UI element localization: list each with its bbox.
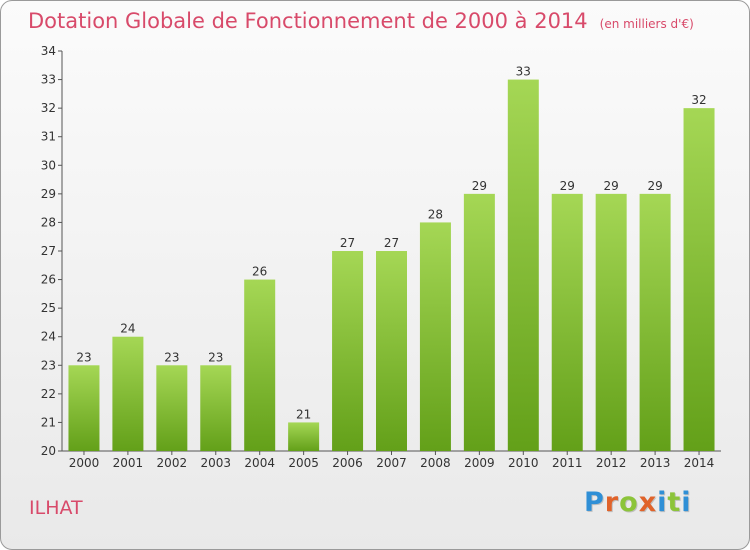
bar-2010 (507, 79, 539, 452)
data-label-2013: 29 (647, 179, 662, 193)
data-label-2012: 29 (604, 179, 619, 193)
y-tick-label: 31 (41, 130, 56, 144)
x-tick-label: 2005 (288, 456, 319, 470)
data-label-2003: 23 (208, 350, 223, 364)
logo-letter: o (619, 487, 639, 518)
y-tick-label: 30 (41, 158, 56, 172)
data-label-2007: 27 (384, 236, 399, 250)
x-tick-label: 2014 (684, 456, 715, 470)
bar-2004 (244, 279, 276, 451)
y-axis: 20 21 22 23 24 25 26 27 28 29 30 31 32 33 34 (41, 44, 63, 458)
y-tick-label: 34 (41, 44, 56, 58)
data-label-2011: 29 (560, 179, 575, 193)
x-tick-label: 2013 (640, 456, 671, 470)
y-tick-label: 28 (41, 215, 56, 229)
x-tick-label: 2009 (464, 456, 495, 470)
data-label-2005: 21 (296, 407, 311, 421)
bar-2007 (376, 251, 407, 451)
data-label-2006: 27 (340, 236, 355, 250)
bar-2012 (595, 193, 627, 451)
y-tick-label: 27 (41, 244, 56, 258)
y-tick-label: 32 (41, 101, 56, 115)
data-label-2000: 23 (76, 350, 91, 364)
x-tick-label: 2012 (596, 456, 627, 470)
bar-2005 (288, 422, 320, 451)
chart-title-text: Dotation Globale de Fonctionnement de 20… (28, 9, 588, 33)
chart-unit-note: (en milliers d'€) (599, 17, 694, 31)
x-tick-label: 2000 (69, 456, 100, 470)
bar-2014 (683, 108, 715, 452)
data-label-2008: 28 (428, 207, 443, 221)
data-labels: 23 24 23 23 26 21 27 27 28 29 33 29 29 29 32 (76, 65, 706, 422)
x-tick-label: 2004 (244, 456, 275, 470)
bar-2009 (463, 193, 495, 451)
data-label-2001: 24 (120, 322, 135, 336)
data-label-2002: 23 (164, 350, 179, 364)
x-tick-label: 2011 (552, 456, 583, 470)
x-tick-label: 2008 (420, 456, 451, 470)
data-label-2010: 33 (516, 65, 531, 79)
bars (68, 79, 715, 452)
logo-letter: r (604, 487, 620, 518)
y-tick-label: 25 (41, 301, 56, 315)
x-tick-label: 2010 (508, 456, 539, 470)
logo-letter: t (667, 487, 682, 518)
bar-2008 (419, 222, 451, 451)
x-tick-label: 2007 (376, 456, 407, 470)
bar-2013 (639, 193, 671, 451)
y-tick-label: 23 (41, 358, 56, 372)
bar-2001 (112, 336, 144, 451)
bar-2011 (551, 193, 583, 451)
data-label-2004: 26 (252, 265, 267, 279)
y-tick-label: 22 (41, 387, 56, 401)
commune-name: ILHAT (29, 497, 83, 519)
proxiti-logo: Proxiti (584, 487, 692, 518)
data-label-2009: 29 (472, 179, 487, 193)
y-tick-label: 21 (41, 415, 56, 429)
x-tick-label: 2001 (113, 456, 144, 470)
data-label-2014: 32 (691, 93, 706, 107)
y-tick-label: 26 (41, 273, 56, 287)
y-tick-label: 20 (41, 444, 56, 458)
bar-2002 (156, 365, 188, 451)
x-tick-label: 2003 (200, 456, 231, 470)
x-tick-label: 2006 (332, 456, 363, 470)
y-tick-label: 24 (41, 330, 56, 344)
y-tick-label: 29 (41, 187, 56, 201)
y-tick-label: 33 (41, 73, 56, 87)
x-tick-label: 2002 (157, 456, 188, 470)
chart-title: Dotation Globale de Fonctionnement de 20… (28, 9, 694, 33)
bar-2003 (200, 365, 232, 451)
logo-letter: P (584, 487, 605, 518)
x-axis: 2000 2001 2002 2003 2004 2005 2006 2007 2008 2009… (62, 450, 721, 470)
bar-2006 (332, 251, 364, 451)
bar-2000 (68, 365, 100, 451)
logo-letter: x (638, 487, 658, 518)
logo-letter: i (657, 487, 668, 518)
logo-letter: i (681, 487, 692, 518)
